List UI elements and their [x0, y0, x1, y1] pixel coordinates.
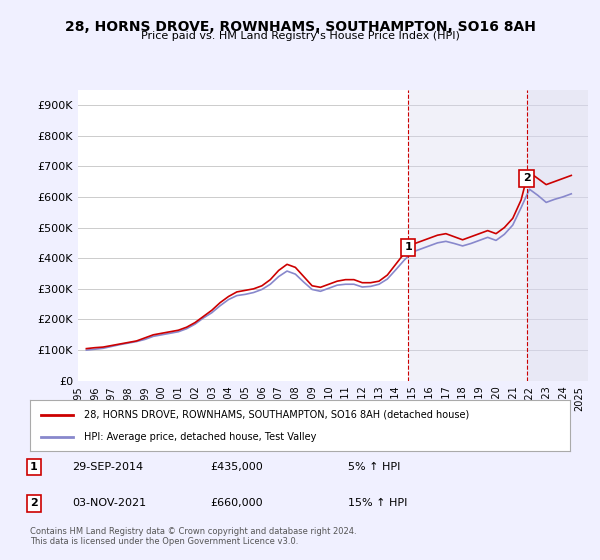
Text: 2: 2: [30, 498, 38, 508]
Text: 29-SEP-2014: 29-SEP-2014: [72, 462, 143, 472]
Text: 1: 1: [404, 242, 412, 253]
Text: Price paid vs. HM Land Registry's House Price Index (HPI): Price paid vs. HM Land Registry's House …: [140, 31, 460, 41]
Text: £660,000: £660,000: [210, 498, 263, 508]
Text: 1: 1: [30, 462, 38, 472]
Text: Contains HM Land Registry data © Crown copyright and database right 2024.
This d: Contains HM Land Registry data © Crown c…: [30, 526, 356, 546]
Text: 15% ↑ HPI: 15% ↑ HPI: [348, 498, 407, 508]
Text: 03-NOV-2021: 03-NOV-2021: [72, 498, 146, 508]
Text: HPI: Average price, detached house, Test Valley: HPI: Average price, detached house, Test…: [84, 432, 316, 442]
Text: 28, HORNS DROVE, ROWNHAMS, SOUTHAMPTON, SO16 8AH: 28, HORNS DROVE, ROWNHAMS, SOUTHAMPTON, …: [65, 20, 535, 34]
Text: 5% ↑ HPI: 5% ↑ HPI: [348, 462, 400, 472]
Bar: [408, 90, 588, 381]
Text: £435,000: £435,000: [210, 462, 263, 472]
Bar: [527, 90, 588, 381]
Text: 2: 2: [523, 174, 530, 184]
Text: 28, HORNS DROVE, ROWNHAMS, SOUTHAMPTON, SO16 8AH (detached house): 28, HORNS DROVE, ROWNHAMS, SOUTHAMPTON, …: [84, 409, 469, 419]
